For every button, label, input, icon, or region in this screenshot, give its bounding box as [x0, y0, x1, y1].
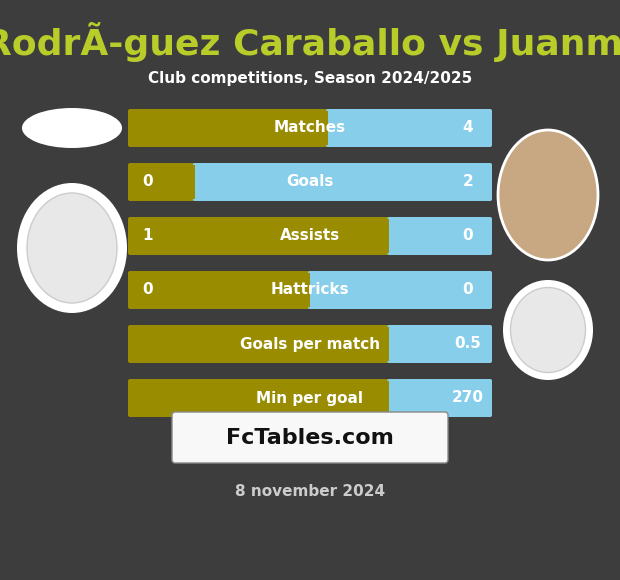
Text: Goals: Goals: [286, 175, 334, 190]
FancyBboxPatch shape: [128, 217, 492, 255]
Text: 8 november 2024: 8 november 2024: [235, 484, 385, 499]
Text: 270: 270: [452, 390, 484, 405]
FancyBboxPatch shape: [128, 109, 492, 147]
Text: 0: 0: [143, 282, 153, 298]
Bar: [389, 381, 423, 415]
Bar: [389, 327, 423, 361]
Text: Matches: Matches: [274, 121, 346, 136]
Text: Goals per match: Goals per match: [240, 336, 380, 351]
Text: Min per goal: Min per goal: [257, 390, 363, 405]
Bar: [355, 381, 389, 415]
FancyBboxPatch shape: [128, 271, 492, 309]
Text: Club competitions, Season 2024/2025: Club competitions, Season 2024/2025: [148, 71, 472, 85]
Text: 2: 2: [463, 175, 474, 190]
Bar: [355, 219, 389, 253]
Text: 0: 0: [463, 229, 473, 244]
Ellipse shape: [27, 193, 117, 303]
FancyBboxPatch shape: [308, 271, 492, 309]
FancyBboxPatch shape: [388, 379, 492, 417]
Bar: [389, 219, 423, 253]
Text: Assists: Assists: [280, 229, 340, 244]
Text: 0: 0: [463, 282, 473, 298]
FancyBboxPatch shape: [128, 325, 492, 363]
Text: 1: 1: [143, 229, 153, 244]
Ellipse shape: [22, 108, 122, 148]
Ellipse shape: [498, 130, 598, 260]
Bar: [310, 273, 344, 307]
Ellipse shape: [510, 288, 585, 372]
Text: 0.5: 0.5: [454, 336, 482, 351]
FancyBboxPatch shape: [172, 412, 448, 463]
Text: RodrÃ­guez Caraballo vs Juanmi: RodrÃ­guez Caraballo vs Juanmi: [0, 22, 620, 62]
Bar: [294, 111, 328, 145]
Bar: [355, 327, 389, 361]
Text: FcTables.com: FcTables.com: [226, 427, 394, 448]
Bar: [328, 111, 362, 145]
FancyBboxPatch shape: [128, 379, 492, 417]
Text: 0: 0: [143, 175, 153, 190]
FancyBboxPatch shape: [193, 163, 492, 201]
FancyBboxPatch shape: [388, 325, 492, 363]
FancyBboxPatch shape: [388, 217, 492, 255]
Bar: [161, 165, 195, 199]
Bar: [276, 273, 310, 307]
Ellipse shape: [17, 183, 127, 313]
FancyBboxPatch shape: [128, 163, 492, 201]
FancyBboxPatch shape: [326, 109, 492, 147]
Text: Hattricks: Hattricks: [271, 282, 349, 298]
Text: 4: 4: [463, 121, 473, 136]
Bar: [195, 165, 229, 199]
Ellipse shape: [503, 280, 593, 380]
